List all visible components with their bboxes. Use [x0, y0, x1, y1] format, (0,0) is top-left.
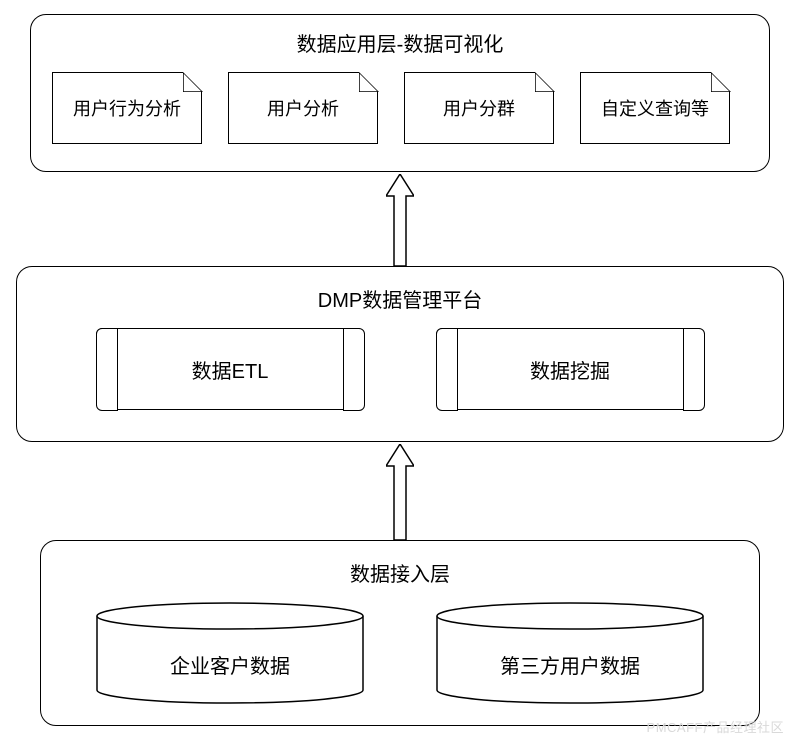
- doc-label: 用户行为分析: [73, 95, 181, 121]
- doc-label: 自定义查询等: [601, 95, 709, 121]
- doc-custom-query: 自定义查询等: [580, 72, 730, 144]
- watermark: PMCAFF产品经理社区: [647, 717, 784, 736]
- layer-top-title: 数据应用层-数据可视化: [0, 28, 800, 57]
- module-etl: 数据ETL: [96, 328, 364, 410]
- doc-user-segment: 用户分群: [404, 72, 554, 144]
- layer-bottom-title: 数据接入层: [0, 558, 800, 587]
- cylinder-label: 企业客户数据: [96, 650, 364, 679]
- arrow-bot-to-mid: [386, 444, 414, 540]
- cylinder-enterprise-data: 企业客户数据: [96, 602, 364, 704]
- cylinder-label: 第三方用户数据: [436, 650, 704, 679]
- module-label: 数据挖掘: [530, 355, 610, 384]
- arrow-mid-to-top: [386, 174, 414, 266]
- doc-label: 用户分群: [443, 95, 515, 121]
- cylinder-thirdparty-data: 第三方用户数据: [436, 602, 704, 704]
- doc-user-analysis: 用户分析: [228, 72, 378, 144]
- module-mining: 数据挖掘: [436, 328, 704, 410]
- doc-label: 用户分析: [267, 95, 339, 121]
- module-label: 数据ETL: [192, 355, 269, 384]
- layer-middle-title: DMP数据管理平台: [0, 284, 800, 313]
- doc-user-behavior: 用户行为分析: [52, 72, 202, 144]
